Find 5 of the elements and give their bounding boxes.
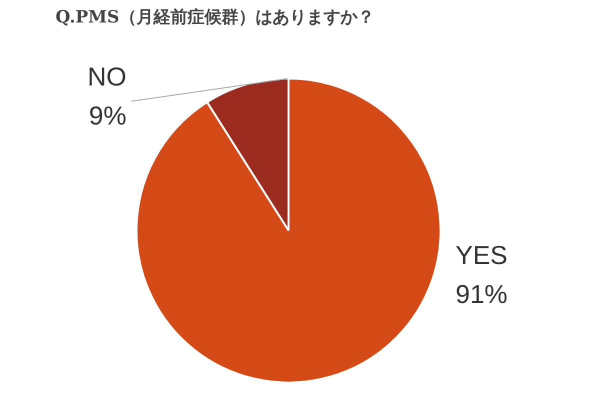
data-label: 91% [456,278,508,309]
chart-title: Q.PMS（月経前症候群）はありますか？ [56,8,374,28]
data-label: 9% [88,100,126,131]
slice-label: NO [88,62,126,92]
slice-label: YES [456,240,508,270]
